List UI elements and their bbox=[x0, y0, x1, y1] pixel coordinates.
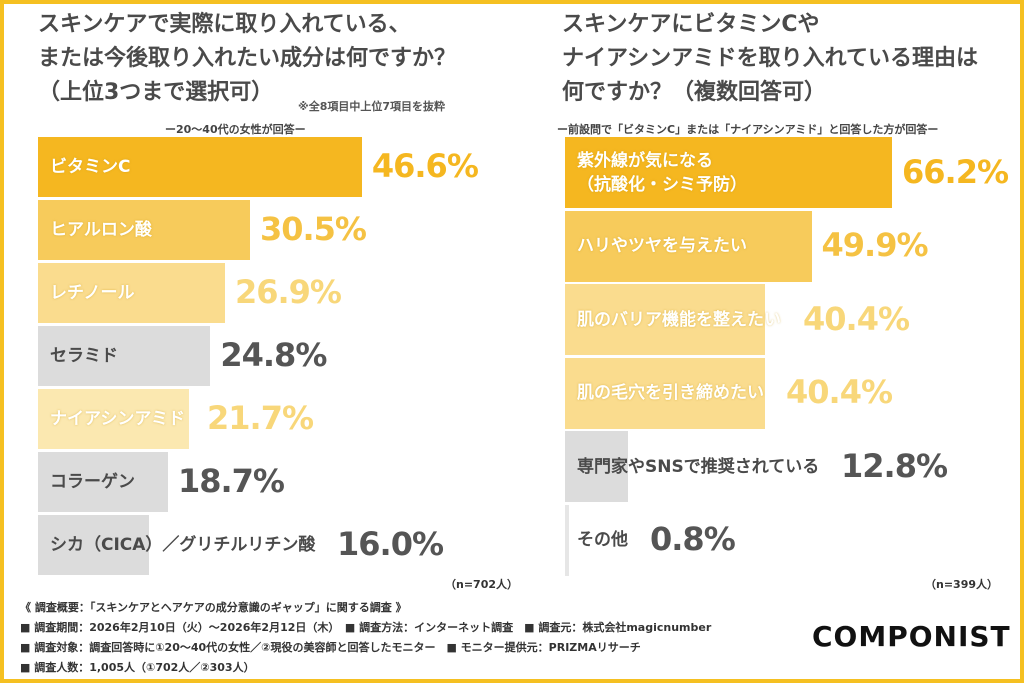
footer-line: 《 調査概要：「スキンケアとヘアケアの成分意識のギャップ」に関する調査 》 bbox=[20, 601, 407, 614]
survey-overview: 《 調査概要：「スキンケアとヘアケアの成分意識のギャップ」に関する調査 》 ■ … bbox=[20, 598, 711, 678]
bar bbox=[38, 326, 211, 386]
bar-category-label: 紫外線が気になる （抗酸化・シミ予防） bbox=[577, 150, 747, 195]
bar-category-label: コラーゲン bbox=[50, 472, 135, 492]
right-chart-subtitle: ー前設問で「ビタミンC」または「ナイアシンアミド」と回答した方が回答ー bbox=[557, 123, 939, 136]
componist-logo: COMPONIST bbox=[812, 620, 1011, 653]
bar-value-label: 40.4% bbox=[803, 299, 910, 338]
bar bbox=[565, 357, 765, 429]
bar-category-label: 専門家やSNSで推奨されている bbox=[577, 456, 820, 477]
bar-category-label: ビタミンC bbox=[50, 157, 131, 177]
bar bbox=[38, 263, 225, 323]
bar-value-label: 0.8% bbox=[650, 520, 736, 558]
bar-value-label: 30.5% bbox=[259, 210, 367, 248]
bar-category-label: セラミド bbox=[50, 346, 118, 366]
bar-value-label: 40.4% bbox=[786, 373, 893, 411]
right-chart-title: スキンケアにビタミンCや ナイアシンアミドを取り入れている理由は 何ですか？（複… bbox=[562, 12, 979, 105]
bar bbox=[38, 452, 168, 512]
bar-category-label: ヒアルロン酸 bbox=[50, 220, 152, 240]
bar-category-label: レチノール bbox=[50, 283, 135, 303]
bar bbox=[38, 137, 362, 197]
bar-category-label: 肌の毛穴を引き締めたい bbox=[577, 383, 764, 403]
bar bbox=[565, 431, 629, 502]
bar bbox=[565, 504, 569, 576]
left-chart-note: ※全8項目中上位7項目を抜粋 bbox=[298, 100, 446, 113]
right-bar-chart: 紫外線が気になる （抗酸化・シミ予防） 66.2% ハリやツヤを与えたい 49.9% 肌… bbox=[565, 137, 1009, 577]
bar-category-label: ハリやツヤを与えたい bbox=[577, 236, 747, 256]
left-bar-chart: ビタミンC 46.6% ヒアルロン酸 30.5% レチノール 26.9% セラミド 24.8%… bbox=[38, 137, 498, 577]
bar-category-label: シカ（CICA）／グリチルリチン酸 bbox=[50, 535, 316, 555]
bar-value-label: 16.0% bbox=[337, 525, 444, 563]
bar-value-label: 46.6% bbox=[371, 147, 479, 185]
bar-value-label: 66.2% bbox=[902, 152, 1009, 191]
bar-value-label: 24.8% bbox=[220, 336, 327, 374]
left-chart-title: スキンケアで実際に取り入れている、 または今後取り入れたい成分は何ですか？ （上… bbox=[38, 12, 457, 105]
footer-line: ■ 調査人数：1,005人（①702人／②303人） bbox=[20, 661, 255, 674]
bar-value-label: 12.8% bbox=[841, 446, 948, 485]
left-sample-size: （n=702人） bbox=[445, 578, 519, 591]
bar-category-label: 肌のバリア機能を整えたい bbox=[577, 309, 781, 330]
bar bbox=[38, 515, 150, 575]
bar-category-label: その他 bbox=[577, 530, 628, 550]
bar-value-label: 49.9% bbox=[821, 226, 929, 264]
bar-value-label: 26.9% bbox=[234, 273, 342, 311]
footer-line: ■ 調査対象：調査回答時に①20〜40代の女性／②現役の美容師と回答したモニター… bbox=[20, 641, 641, 654]
bar bbox=[565, 137, 893, 208]
bar bbox=[38, 389, 189, 449]
footer-line: ■ 調査期間：2026年2月10日（火）〜2026年2月12日（木） ■ 調査方… bbox=[20, 621, 712, 634]
bar bbox=[38, 200, 250, 260]
bar bbox=[565, 284, 765, 355]
right-sample-size: （n=399人） bbox=[925, 578, 999, 591]
bar bbox=[565, 210, 812, 282]
left-chart-subtitle: ー20〜40代の女性が回答ー bbox=[165, 123, 306, 136]
bar-value-label: 21.7% bbox=[207, 399, 314, 437]
bar-category-label: ナイアシンアミド bbox=[50, 409, 185, 429]
bar-value-label: 18.7% bbox=[177, 462, 285, 500]
